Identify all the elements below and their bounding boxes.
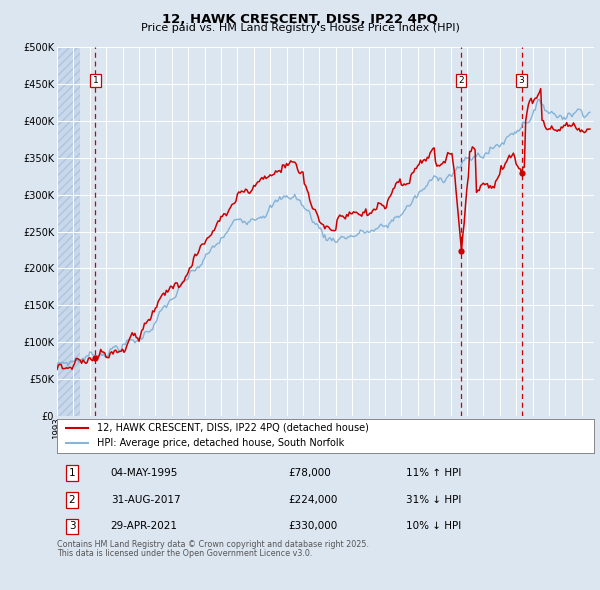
- Text: £224,000: £224,000: [288, 494, 337, 504]
- Text: 3: 3: [518, 76, 524, 85]
- Text: 1: 1: [69, 468, 76, 478]
- Text: 29-APR-2021: 29-APR-2021: [111, 522, 178, 532]
- Text: 31-AUG-2017: 31-AUG-2017: [111, 494, 181, 504]
- Text: 3: 3: [69, 522, 76, 532]
- Text: £330,000: £330,000: [288, 522, 337, 532]
- Text: HPI: Average price, detached house, South Norfolk: HPI: Average price, detached house, Sout…: [97, 438, 344, 448]
- Text: 04-MAY-1995: 04-MAY-1995: [111, 468, 178, 478]
- Text: 12, HAWK CRESCENT, DISS, IP22 4PQ: 12, HAWK CRESCENT, DISS, IP22 4PQ: [162, 13, 438, 26]
- Text: This data is licensed under the Open Government Licence v3.0.: This data is licensed under the Open Gov…: [57, 549, 313, 558]
- Text: 31% ↓ HPI: 31% ↓ HPI: [406, 494, 461, 504]
- Text: Price paid vs. HM Land Registry's House Price Index (HPI): Price paid vs. HM Land Registry's House …: [140, 23, 460, 33]
- Text: Contains HM Land Registry data © Crown copyright and database right 2025.: Contains HM Land Registry data © Crown c…: [57, 540, 369, 549]
- Text: 1: 1: [92, 76, 98, 85]
- Text: 2: 2: [69, 494, 76, 504]
- Text: 12, HAWK CRESCENT, DISS, IP22 4PQ (detached house): 12, HAWK CRESCENT, DISS, IP22 4PQ (detac…: [97, 423, 369, 433]
- Bar: [57, 47, 80, 416]
- Text: 10% ↓ HPI: 10% ↓ HPI: [406, 522, 461, 532]
- Text: £78,000: £78,000: [288, 468, 331, 478]
- Text: 2: 2: [458, 76, 464, 85]
- Text: 11% ↑ HPI: 11% ↑ HPI: [406, 468, 461, 478]
